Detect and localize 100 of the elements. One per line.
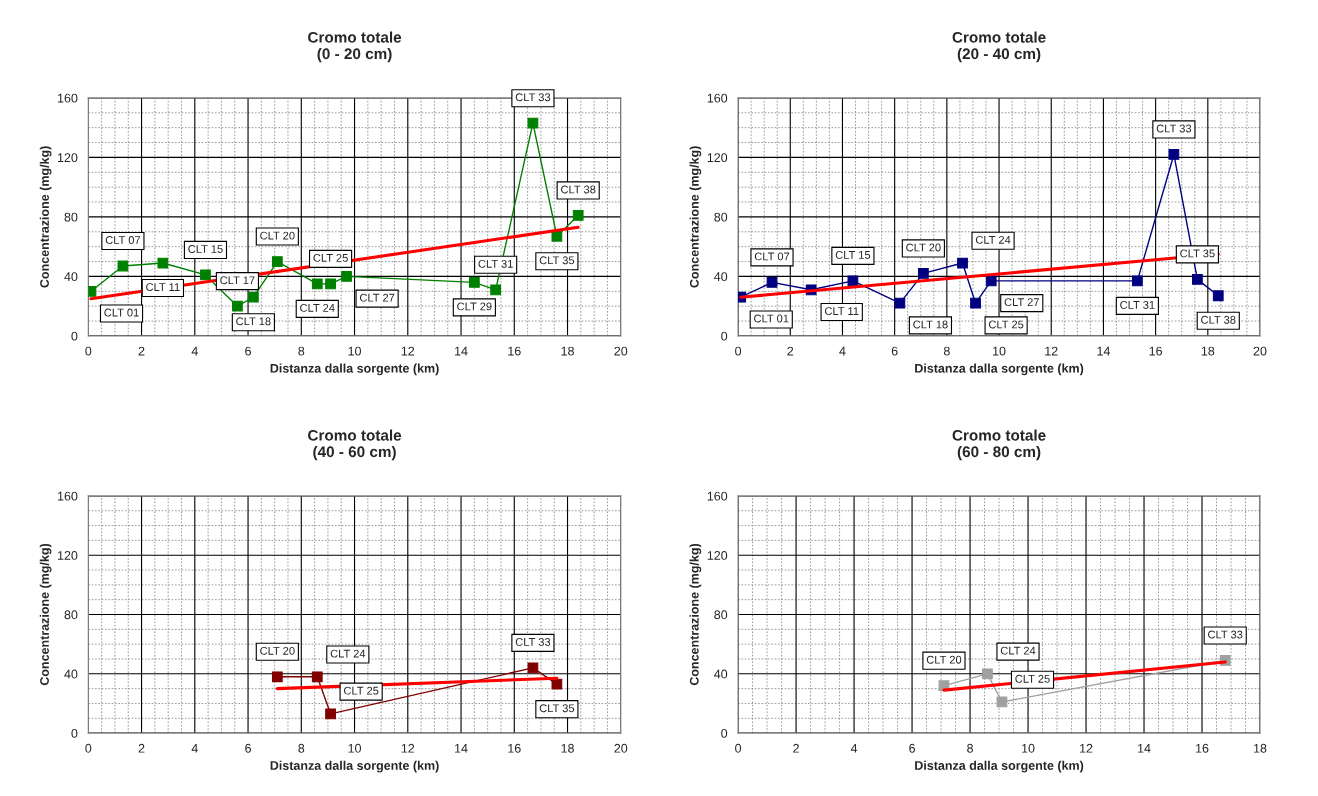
annotation: CLT 31 [1120,300,1155,309]
y-tick-label: 160 [57,491,78,501]
point [1192,274,1203,285]
y-tick-label: 80 [64,610,78,620]
point [572,210,584,221]
annotation: CLT 20 [926,655,962,664]
x-tick-label: 10 [993,346,1006,356]
y-tick-label: 40 [714,669,728,679]
annotation: CLT 25 [988,320,1024,329]
y-tick-label: 160 [707,491,728,501]
annotation: CLT 25 [1015,674,1050,683]
point [200,269,211,281]
annotation: CLT 11 [824,307,859,315]
annotation: CLT 27 [1004,298,1039,307]
y-tick-label: 40 [64,272,78,282]
x-tick-label: 2 [787,346,794,356]
point [341,271,352,282]
x-tick-label: 20 [1253,346,1267,356]
x-tick-label: 14 [455,346,468,356]
x-tick-label: 0 [735,743,742,753]
annotation: CLT 33 [515,638,551,646]
annotation: CLT 35 [539,704,575,713]
point [247,291,259,303]
point [917,268,929,279]
annotation: CLT 11 [146,283,180,292]
point [157,257,169,269]
x-tick-label: 0 [85,346,92,356]
annotation: CLT 33 [515,93,551,102]
x-tick-label: 10 [348,346,362,356]
annotation: CLT 20 [906,243,941,252]
x-tick-label: 10 [348,743,362,753]
x-tick-label: 4 [191,346,198,356]
x-tick-label: 20 [614,346,628,356]
point [894,297,906,309]
x-tick-label: 2 [138,743,145,753]
point [847,275,859,287]
y-axis-title: Concentrazione (mg/kg) [39,543,52,686]
annotation: CLT 25 [343,686,379,695]
y-tick-label: 120 [57,153,78,163]
annotation: CLT 20 [260,231,295,240]
point [970,297,981,309]
x-tick-label: 6 [245,743,251,753]
point [311,278,323,290]
x-tick-label: 18 [1201,346,1215,356]
annotation: CLT 33 [1208,630,1243,639]
point [551,678,563,690]
x-axis-title: Distanza dalla sorgente (km) [915,760,1084,773]
y-tick-label: 160 [57,93,78,103]
x-tick-label: 12 [1045,346,1058,356]
x-tick-label: 6 [245,346,251,356]
annotation: CLT 15 [835,250,871,259]
annotation: CLT 15 [188,245,223,253]
annotation: CLT 38 [1201,315,1236,324]
x-tick-label: 18 [561,743,574,753]
annotation: CLT 35 [539,256,575,265]
annotation: CLT 25 [313,253,348,262]
annotation: CLT 01 [754,314,789,323]
x-tick-label: 4 [191,743,198,753]
annotation: CLT 35 [1180,249,1215,258]
y-tick-label: 120 [57,551,78,560]
y-tick-label: 0 [721,331,728,341]
y-axis-title: Concentrazione (mg/kg) [689,146,702,288]
y-tick-label: 0 [71,728,78,738]
annotation: CLT 31 [478,259,513,268]
x-tick-label: 8 [943,346,950,356]
x-tick-label: 0 [735,346,742,356]
y-tick-label: 80 [64,212,78,222]
x-tick-label: 16 [508,743,521,753]
annotation: CLT 24 [975,235,1011,244]
point [982,668,993,680]
x-tick-label: 4 [850,743,858,753]
point [325,278,336,290]
chart-title: Cromo totale (0 - 20 cm) [308,31,402,63]
point [271,256,283,267]
x-tick-label: 12 [1080,743,1093,753]
x-tick-label: 8 [298,346,305,356]
y-tick-label: 160 [707,93,728,103]
point [527,117,539,129]
y-tick-label: 80 [714,610,728,620]
y-tick-label: 120 [707,551,728,560]
annotation: CLT 33 [1156,124,1192,133]
point [551,230,563,242]
y-tick-label: 120 [707,153,728,163]
x-tick-label: 8 [298,743,305,753]
x-tick-label: 12 [401,346,415,356]
annotation: CLT 07 [105,236,141,244]
y-axis-title: Concentrazione (mg/kg) [39,146,52,288]
annotation: CLT 17 [220,276,255,285]
annotation: CLT 20 [260,646,295,655]
x-tick-label: 2 [793,743,799,753]
x-tick-label: 16 [1149,346,1163,356]
annotation: CLT 07 [754,252,790,261]
x-tick-label: 2 [138,346,145,356]
x-tick-label: 6 [891,346,898,356]
annotation: CLT 24 [1000,646,1036,655]
x-tick-label: 18 [561,346,574,356]
x-axis-title: Distanza dalla sorgente (km) [270,760,439,773]
x-tick-label: 0 [85,743,92,753]
point [490,284,502,296]
x-tick-label: 14 [455,743,468,753]
